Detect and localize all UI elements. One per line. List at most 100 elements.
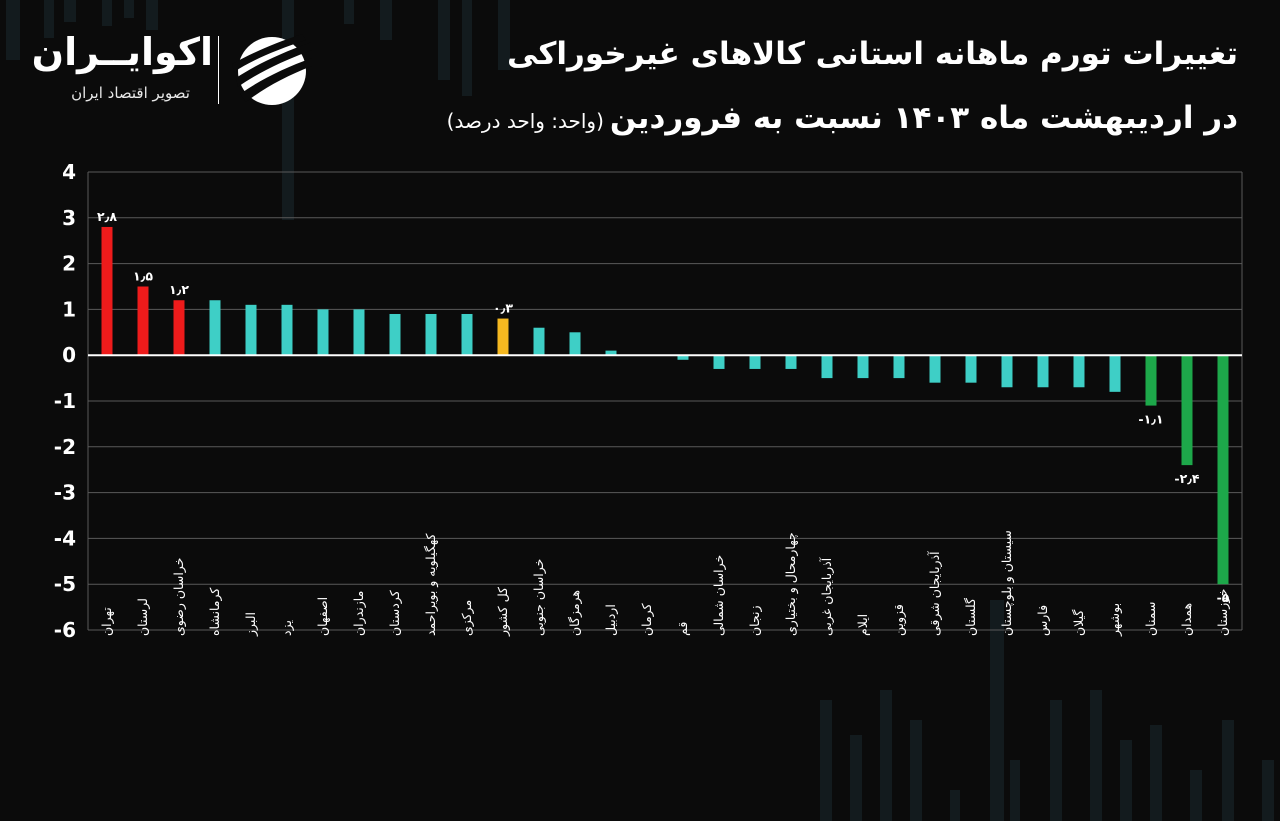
x-tick-label: آذربایجان غربی bbox=[819, 557, 835, 636]
y-tick-label: 0 bbox=[62, 343, 76, 367]
x-tick-label: خراسان جنوبی bbox=[531, 559, 547, 636]
header: تغییرات تورم ماهانه استانی کالاهای غیرخو… bbox=[0, 0, 1280, 150]
decor-bar bbox=[950, 790, 960, 821]
decor-bar bbox=[880, 690, 892, 821]
bar bbox=[353, 309, 365, 356]
x-axis-labels: تهران لرستان خراسان رضوی کرمانشاه البرز یزد اص… bbox=[99, 530, 1231, 637]
decor-bar bbox=[6, 0, 20, 60]
x-tick-label: گلستان bbox=[963, 598, 978, 636]
bar bbox=[713, 355, 725, 369]
decor-bar bbox=[990, 600, 1004, 821]
bar bbox=[965, 355, 977, 383]
decor-bar bbox=[124, 0, 134, 18]
bar bbox=[137, 286, 149, 356]
y-tick-label: 1 bbox=[62, 297, 76, 321]
x-tick-label: خوزستان bbox=[1215, 589, 1231, 636]
decor-bar bbox=[1010, 760, 1020, 821]
data-label: ۰٫۳ bbox=[493, 301, 513, 316]
x-tick-label: البرز bbox=[243, 612, 259, 637]
x-tick-label: اصفهان bbox=[315, 597, 331, 636]
y-tick-label: 2 bbox=[62, 252, 76, 276]
x-tick-label: کهگیلویه و بویراحمد bbox=[423, 534, 439, 636]
x-tick-label: اردبیل bbox=[603, 604, 619, 636]
x-tick-label: کردستان bbox=[387, 590, 403, 636]
x-tick-label: زنجان bbox=[747, 605, 763, 636]
x-tick-label: همدان bbox=[1179, 603, 1194, 636]
data-label: -۱٫۱ bbox=[1138, 412, 1163, 427]
bar bbox=[1217, 355, 1229, 585]
bar bbox=[821, 355, 833, 379]
y-tick-label: -1 bbox=[54, 389, 76, 413]
bar bbox=[1181, 355, 1193, 466]
data-label: ۲٫۸ bbox=[97, 209, 117, 224]
x-tick-label: هرمزگان bbox=[567, 590, 583, 636]
decor-bar bbox=[1262, 760, 1274, 821]
decor-bar bbox=[1120, 740, 1132, 821]
bar bbox=[281, 304, 293, 356]
decor-bar bbox=[1090, 690, 1102, 821]
bar bbox=[893, 355, 905, 379]
bar bbox=[461, 313, 473, 356]
bar bbox=[1073, 355, 1085, 388]
decor-bar bbox=[462, 0, 472, 96]
logo-tagline: تصویر اقتصاد ایران bbox=[71, 84, 190, 102]
decor-bar bbox=[1150, 725, 1162, 821]
data-label: -۲٫۴ bbox=[1174, 471, 1200, 486]
x-tick-label: کرمانشاه bbox=[207, 588, 223, 636]
chart-title-main: در اردیبهشت ماه ۱۴۰۳ نسبت به فروردین bbox=[609, 100, 1238, 136]
x-tick-label: قم bbox=[675, 622, 691, 636]
chart-title-unit: (واحد: واحد درصد) bbox=[446, 109, 604, 133]
y-axis-ticks: 4 3 2 1 0 -1 -2 -3 -4 -5 -6 bbox=[54, 160, 76, 642]
x-tick-label: چهارمحال و بختیاری bbox=[783, 532, 799, 636]
x-tick-label: مازندران bbox=[351, 591, 367, 636]
bar bbox=[533, 327, 545, 356]
data-labels: ۲٫۸ ۱٫۵ ۱٫۲ ۰٫۳ -۱٫۱ -۲٫۴ -۵ bbox=[97, 209, 1230, 605]
x-tick-label: خراسان شمالی bbox=[711, 555, 727, 636]
decor-bar bbox=[344, 0, 354, 24]
decor-bar bbox=[1222, 720, 1234, 821]
x-tick-label: بوشهر bbox=[1107, 603, 1123, 637]
decor-bar bbox=[438, 0, 450, 80]
y-tick-label: -6 bbox=[54, 618, 76, 642]
x-tick-label: سیستان و بلوچستان bbox=[999, 530, 1015, 636]
decor-bar bbox=[64, 0, 76, 22]
chart-title-line-2: در اردیبهشت ماه ۱۴۰۳ نسبت به فروردین(واح… bbox=[447, 100, 1238, 136]
bar bbox=[605, 350, 617, 356]
bar bbox=[857, 355, 869, 379]
bar bbox=[677, 355, 689, 360]
bar bbox=[1037, 355, 1049, 388]
x-tick-label: گیلان bbox=[1071, 610, 1086, 636]
data-label: -۵ bbox=[1217, 590, 1230, 605]
decor-bar bbox=[820, 700, 832, 821]
bar bbox=[569, 332, 581, 356]
bar bbox=[1109, 355, 1121, 392]
x-tick-label: خراسان رضوی bbox=[171, 558, 187, 636]
decor-bar bbox=[380, 0, 392, 40]
bar bbox=[317, 309, 329, 356]
y-tick-label: 3 bbox=[62, 206, 76, 230]
data-label: ۱٫۲ bbox=[169, 282, 189, 297]
x-tick-label: کل کشور bbox=[495, 587, 511, 637]
logo-name: اکوایــران bbox=[31, 30, 213, 74]
decor-bar bbox=[498, 0, 510, 70]
decor-bar bbox=[850, 735, 862, 821]
y-tick-label: -5 bbox=[54, 572, 76, 596]
x-tick-label: کرمان bbox=[639, 603, 655, 636]
y-tick-label: -3 bbox=[54, 481, 76, 505]
bar bbox=[209, 300, 221, 356]
x-tick-label: قزوین bbox=[891, 604, 907, 636]
ecoiran-swoosh-logo-icon bbox=[232, 34, 312, 105]
bar bbox=[245, 304, 257, 356]
bar bbox=[497, 318, 509, 356]
x-tick-label: لرستان bbox=[135, 598, 151, 636]
data-label: ۱٫۵ bbox=[133, 269, 153, 284]
x-tick-label: تهران bbox=[99, 607, 115, 636]
bar bbox=[389, 313, 401, 356]
bar bbox=[1001, 355, 1013, 388]
logo-divider bbox=[218, 36, 219, 104]
y-tick-label: -4 bbox=[54, 526, 76, 550]
decor-bar bbox=[102, 0, 112, 26]
bar bbox=[1145, 355, 1157, 406]
bar bbox=[785, 355, 797, 369]
bar bbox=[749, 355, 761, 369]
